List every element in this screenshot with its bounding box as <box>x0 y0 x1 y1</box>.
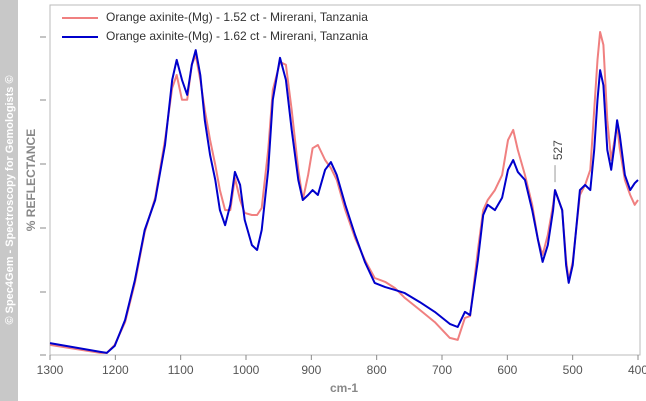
series-line <box>49 31 639 354</box>
x-tick-label: 700 <box>432 363 452 377</box>
y-ticks <box>40 36 46 356</box>
x-tick-label: 800 <box>367 363 387 377</box>
annotation-label: 527 <box>551 140 565 160</box>
x-tick-label: 1200 <box>102 363 129 377</box>
watermark: © Spec4Gem - Spectroscopy for Gemologist… <box>4 75 16 324</box>
x-tick-label: 1300 <box>37 363 64 377</box>
legend-label: Orange axinite-(Mg) - 1.52 ct - Mirerani… <box>106 10 368 24</box>
y-axis-label: % REFLECTANCE <box>24 129 38 231</box>
x-axis-label: cm-1 <box>330 381 358 395</box>
x-tick-label: 1000 <box>233 363 260 377</box>
plot-frame <box>49 4 641 356</box>
legend-label: Orange axinite-(Mg) - 1.62 ct - Mirerani… <box>106 29 368 43</box>
x-tick-label: 500 <box>563 363 583 377</box>
x-tick-label: 400 <box>628 363 646 377</box>
series-line <box>49 49 639 354</box>
x-tick-label: 1100 <box>168 363 194 377</box>
watermark-strip <box>0 0 18 401</box>
x-tick-label: 600 <box>497 363 517 377</box>
x-tick-label: 900 <box>301 363 321 377</box>
